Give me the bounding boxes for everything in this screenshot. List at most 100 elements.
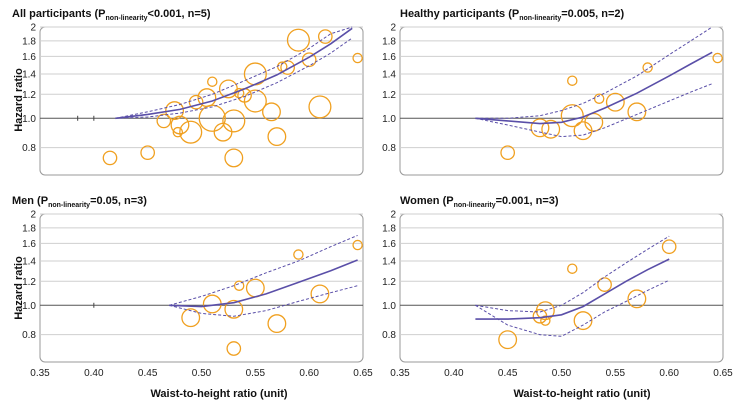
study-bubble <box>308 95 332 119</box>
y-tick-label: 1.6 <box>22 239 36 250</box>
y-tick-label: 1.6 <box>22 52 36 63</box>
study-bubble <box>102 150 118 166</box>
study-bubble <box>156 113 172 129</box>
y-tick-label: 1.8 <box>22 36 36 47</box>
study-bubble <box>301 52 317 68</box>
study-bubble <box>226 341 242 356</box>
x-tick-label: 0.55 <box>246 368 266 379</box>
study-bubble <box>172 126 184 138</box>
x-tick-label: 0.40 <box>444 368 464 379</box>
panel-title-subscript: non-linearity <box>454 202 496 209</box>
panel-title-rest: <0.001, n=5) <box>148 8 211 20</box>
dose-response-curve <box>475 258 670 320</box>
panel-title-rest: =0.05, n=3) <box>90 195 147 207</box>
study-bubble <box>352 239 363 251</box>
study-bubble <box>267 127 287 147</box>
y-tick-label: 1.4 <box>382 69 396 80</box>
study-bubble <box>627 289 647 309</box>
study-bubble <box>642 62 653 73</box>
dose-response-curve <box>475 51 713 125</box>
y-tick-label: 1.2 <box>22 277 36 288</box>
ci-upper-line <box>475 235 670 313</box>
x-axis-title-right: Waist-to-height ratio (unit) <box>513 388 650 400</box>
x-tick-label: 0.55 <box>606 368 626 379</box>
ci-lower-line <box>115 37 353 119</box>
panel-title-subscript: non-linearity <box>48 202 90 209</box>
study-bubble <box>267 314 287 334</box>
dose-response-curve <box>169 259 358 308</box>
panel-all: 2 1.8 1.6 1.4 1.2 1.0 0.8 All participants (Pno… <box>12 8 364 176</box>
panel-men: 2 1.8 1.6 1.4 1.2 1.0 0.8 0.35 0.40 0.45 0.50 0.55 0… <box>12 195 373 379</box>
study-bubble <box>560 104 584 128</box>
x-tick-label: 0.65 <box>713 368 733 379</box>
study-bubble <box>286 28 310 52</box>
x-tick-label: 0.65 <box>353 368 373 379</box>
study-bubble <box>627 102 647 122</box>
study-bubble <box>140 145 156 161</box>
panel-title-main: Women (P <box>400 195 454 207</box>
panel-title: Men (Pnon-linearity=0.05, n=3) <box>12 195 147 209</box>
study-bubble <box>233 280 245 291</box>
study-bubble <box>243 89 267 113</box>
y-tick-label: 1.4 <box>22 69 36 80</box>
ci-lower-line <box>475 279 670 337</box>
dose-response-curve <box>115 27 353 120</box>
panel-title: Women (Pnon-linearity=0.001, n=3) <box>400 195 559 209</box>
study-bubble <box>498 330 518 350</box>
x-tick-label: 0.35 <box>30 368 50 379</box>
study-bubble <box>567 75 578 86</box>
study-bubble <box>567 263 578 274</box>
study-bubble <box>207 76 218 87</box>
y-tick-label: 0.8 <box>382 143 396 154</box>
panel-title-rest: =0.005, n=2) <box>561 8 624 20</box>
y-tick-label: 2 <box>390 23 396 34</box>
study-bubble <box>540 315 551 326</box>
study-bubble <box>352 52 363 64</box>
y-tick-label: 1.0 <box>22 114 36 125</box>
y-tick-label: 0.8 <box>22 143 36 154</box>
y-axis-title-bottom: Hazard ratio <box>13 256 25 320</box>
y-tick-label: 1.8 <box>382 36 396 47</box>
study-bubble <box>224 148 244 168</box>
study-bubble <box>293 249 304 260</box>
panel-title-rest: =0.001, n=3) <box>496 195 559 207</box>
y-tick-label: 1.6 <box>382 52 396 63</box>
study-bubble <box>222 109 246 133</box>
study-bubble <box>541 119 561 139</box>
y-tick-label: 1.4 <box>22 256 36 267</box>
panel-title: All participants (Pnon-linearity<0.001, … <box>12 8 211 22</box>
x-tick-label: 0.50 <box>192 368 212 379</box>
y-tick-label: 0.8 <box>22 330 36 341</box>
y-tick-label: 1.0 <box>382 114 396 125</box>
panel-title-main: All participants (P <box>12 8 106 20</box>
y-tick-label: 1.4 <box>382 256 396 267</box>
study-bubble <box>597 277 612 292</box>
x-tick-label: 0.45 <box>138 368 158 379</box>
panel-title-subscript: non-linearity <box>106 15 148 22</box>
panel-women: 2 1.8 1.6 1.4 1.2 1.0 0.8 0.35 0.40 0.45 0.50 0.55 0… <box>382 195 733 379</box>
x-tick-label: 0.60 <box>299 368 319 379</box>
y-tick-label: 1.0 <box>382 301 396 312</box>
study-bubble <box>310 284 330 304</box>
x-tick-label: 0.50 <box>552 368 572 379</box>
study-bubble <box>165 101 185 121</box>
plot-frame <box>39 26 364 176</box>
ci-upper-line <box>475 26 713 119</box>
study-bubble <box>530 118 550 138</box>
y-tick-label: 1.8 <box>22 223 36 234</box>
y-tick-label: 2 <box>30 23 36 34</box>
panel-title-main: Men (P <box>12 195 48 207</box>
panel-title: Healthy participants (Pnon-linearity=0.0… <box>400 8 625 22</box>
x-tick-label: 0.60 <box>659 368 679 379</box>
panel-title-subscript: non-linearity <box>519 15 561 22</box>
x-tick-label: 0.35 <box>390 368 410 379</box>
y-tick-label: 1.2 <box>382 277 396 288</box>
ci-lower-line <box>475 83 713 138</box>
study-bubble <box>661 239 677 255</box>
x-axis-title-left: Waist-to-height ratio (unit) <box>150 388 287 400</box>
panel-title-main: Healthy participants (P <box>400 8 519 20</box>
panel-healthy: 2 1.8 1.6 1.4 1.2 1.0 0.8 Healthy participants … <box>382 8 724 176</box>
x-tick-label: 0.40 <box>84 368 104 379</box>
y-tick-label: 0.8 <box>382 330 396 341</box>
